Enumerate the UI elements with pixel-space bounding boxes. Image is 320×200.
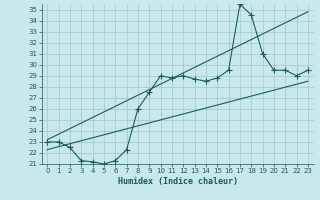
- X-axis label: Humidex (Indice chaleur): Humidex (Indice chaleur): [118, 177, 237, 186]
